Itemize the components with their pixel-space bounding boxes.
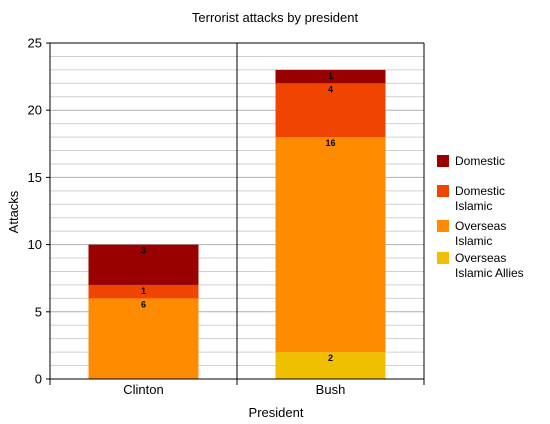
- y-tick-label: 20: [28, 103, 42, 118]
- data-labels: 6 1 3 2 16 4 1: [141, 71, 336, 363]
- y-tick-label: 25: [28, 36, 42, 51]
- legend-label: Domestic: [455, 184, 505, 198]
- y-axis-label: Attacks: [6, 190, 21, 233]
- legend-swatch: [437, 155, 449, 167]
- x-tick-label: Clinton: [123, 382, 163, 397]
- data-label: 2: [328, 353, 333, 363]
- bar-segment: [88, 298, 199, 379]
- legend-swatch: [437, 252, 449, 264]
- data-label: 6: [141, 299, 146, 309]
- y-tick-label: 10: [28, 237, 42, 252]
- x-tick-label: Bush: [316, 382, 346, 397]
- y-tick-label: 15: [28, 170, 42, 185]
- tick-labels: Clinton Bush 0 5 10 15 20 25: [28, 36, 346, 398]
- bar-segment: [275, 352, 386, 379]
- data-label: 16: [325, 138, 335, 148]
- axes: [46, 42, 425, 385]
- legend-label: Islamic: [455, 199, 492, 213]
- bar-segment: [275, 83, 386, 138]
- bar-segment: [275, 69, 386, 84]
- data-label: 1: [141, 286, 146, 296]
- bar-segment: [88, 284, 199, 299]
- legend: DomesticDomesticIslamicOverseasIslamicOv…: [437, 154, 524, 280]
- y-tick-label: 0: [35, 372, 42, 387]
- data-label: 1: [328, 71, 333, 81]
- data-label: 4: [328, 84, 333, 94]
- bar-segment: [88, 244, 199, 285]
- legend-label: Overseas: [455, 219, 506, 233]
- bar-segment: [275, 137, 386, 353]
- y-tick-label: 5: [35, 304, 42, 319]
- legend-label: Overseas: [455, 251, 506, 265]
- legend-label: Islamic: [455, 234, 492, 248]
- legend-swatch: [437, 220, 449, 232]
- x-axis-label: President: [249, 405, 304, 420]
- legend-label: Domestic: [455, 154, 505, 168]
- data-label: 3: [141, 246, 146, 256]
- legend-label: Islamic Allies: [455, 266, 524, 280]
- legend-swatch: [437, 185, 449, 197]
- bars: [88, 69, 386, 379]
- chart-title: Terrorist attacks by president: [192, 10, 359, 25]
